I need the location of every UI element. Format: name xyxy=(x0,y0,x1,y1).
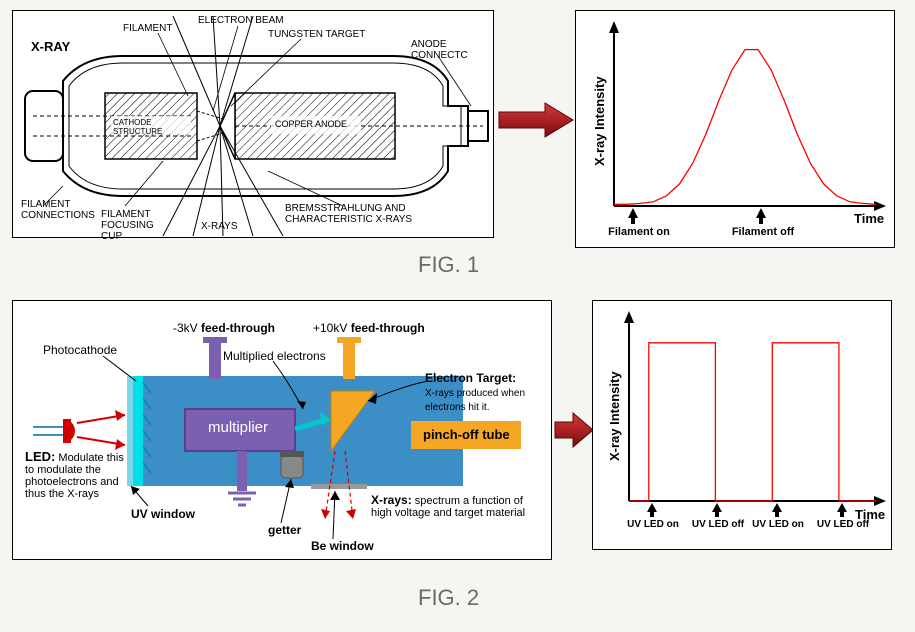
fig2-chart-svg xyxy=(593,301,893,551)
fig2-caption: FIG. 2 xyxy=(418,585,479,611)
label-filament-focusing-cup: FILAMENT FOCUSING CUP xyxy=(101,209,171,242)
fig1-tick2-arrow xyxy=(754,208,768,224)
label-bremsstrahlung: BREMSSTRAHLUNG AND CHARACTERISTIC X-RAYS xyxy=(285,203,485,225)
label-copper-anode: COPPER ANODE xyxy=(275,119,347,129)
fig1-xlabel: Time xyxy=(854,211,884,226)
fig1-tick1-arrow xyxy=(626,208,640,224)
label-photocathode: Photocathode xyxy=(43,343,117,357)
label-led-title: LED: xyxy=(25,449,55,464)
label-uv-window: UV window xyxy=(131,507,195,521)
label-electron-target-title: Electron Target: xyxy=(425,371,516,385)
fig2-tick1-arrow xyxy=(646,503,658,517)
fig2-tick3-arrow xyxy=(771,503,783,517)
label-filament: FILAMENT xyxy=(123,23,172,34)
label-filament-connections: FILAMENT CONNECTIONS xyxy=(21,199,101,221)
label-feed-pos: +10kV feed-through xyxy=(313,321,425,335)
label-pinchoff: pinch-off tube xyxy=(423,427,510,442)
fig1-tube-panel: X-RAY FILAMENT ELECTRON BEAM TUNGSTEN TA… xyxy=(12,10,494,238)
fig2-tick3-label: UV LED on xyxy=(750,519,806,530)
label-anode-connect: ANODE CONNECTC xyxy=(411,39,491,61)
fig1-tick1-label: Filament on xyxy=(604,226,674,238)
label-multiplier: multiplier xyxy=(208,419,268,436)
label-be-window: Be window xyxy=(311,539,374,553)
fig2-chart-panel: X-ray Intensity Time UV LED on UV LED of… xyxy=(592,300,892,550)
label-multiplied-electrons: Multiplied electrons xyxy=(223,349,326,363)
fig1-chart-svg xyxy=(576,11,896,249)
fig2-tick4-label: UV LED off xyxy=(815,519,871,530)
fig1-ylabel: X-ray Intensity xyxy=(592,76,607,166)
fig2-tick2-arrow xyxy=(711,503,723,517)
label-cathode-structure: CATHODE STRUCTURE xyxy=(113,118,191,136)
fig2-arrow xyxy=(553,410,595,450)
fig2-tube-panel: Photocathode -3kV feed-through +10kV fee… xyxy=(12,300,552,560)
label-feed-neg-value: -3kV feed-through xyxy=(173,321,275,335)
label-xrays2: X-rays: spectrum a function of high volt… xyxy=(371,493,541,519)
label-electron-target: Electron Target: X-rays produced when el… xyxy=(425,371,545,413)
fig2-tick2-label: UV LED off xyxy=(690,519,746,530)
fig2-tick1-label: UV LED on xyxy=(625,519,681,530)
label-electron-target-sub: X-rays produced when electrons hit it. xyxy=(425,388,525,413)
label-xrays2-title: X-rays: xyxy=(371,493,412,507)
label-feed-pos-value: +10kV feed-through xyxy=(313,321,425,335)
label-getter: getter xyxy=(268,523,301,537)
fig1-arrow xyxy=(497,100,575,140)
label-xrays: X-RAYS xyxy=(201,221,238,232)
label-feed-neg: -3kV feed-through xyxy=(173,321,275,335)
fig2-tick4-arrow xyxy=(836,503,848,517)
label-tungsten-target: TUNGSTEN TARGET xyxy=(268,29,365,40)
label-xray: X-RAY xyxy=(31,39,70,54)
label-led: LED: Modulate this to modulate the photo… xyxy=(25,449,130,500)
fig1-chart-panel: X-ray Intensity Time Filament on Filamen… xyxy=(575,10,895,248)
fig1-tick2-label: Filament off xyxy=(728,226,798,238)
fig2-ylabel: X-ray Intensity xyxy=(607,371,622,461)
fig1-caption: FIG. 1 xyxy=(418,252,479,278)
label-electron-beam: ELECTRON BEAM xyxy=(198,15,284,26)
